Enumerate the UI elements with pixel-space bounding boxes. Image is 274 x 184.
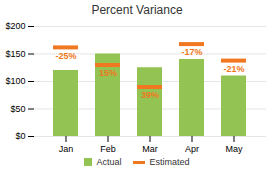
svg-text:39%: 39% (141, 90, 159, 100)
svg-text:$150: $150 (5, 49, 25, 59)
svg-text:15%: 15% (99, 68, 117, 78)
svg-text:May: May (225, 144, 243, 154)
svg-text:$200: $200 (5, 21, 25, 31)
html-text:Actual: Actual (96, 157, 122, 167)
svg-text:Feb: Feb (100, 144, 116, 154)
svg-text:-21%: -21% (223, 64, 244, 74)
svg-text:Jan: Jan (59, 144, 74, 154)
svg-text:Apr: Apr (185, 144, 199, 154)
svg-text:$0: $0 (15, 131, 25, 141)
svg-text:Mar: Mar (142, 144, 158, 154)
svg-text:$100: $100 (5, 76, 25, 86)
svg-text:-25%: -25% (55, 51, 76, 61)
html-text:Percent Variance: Percent Variance (91, 3, 183, 17)
html-text:Estimated: Estimated (149, 157, 190, 167)
svg-text:-17%: -17% (181, 47, 202, 57)
svg-text:$50: $50 (10, 104, 25, 114)
